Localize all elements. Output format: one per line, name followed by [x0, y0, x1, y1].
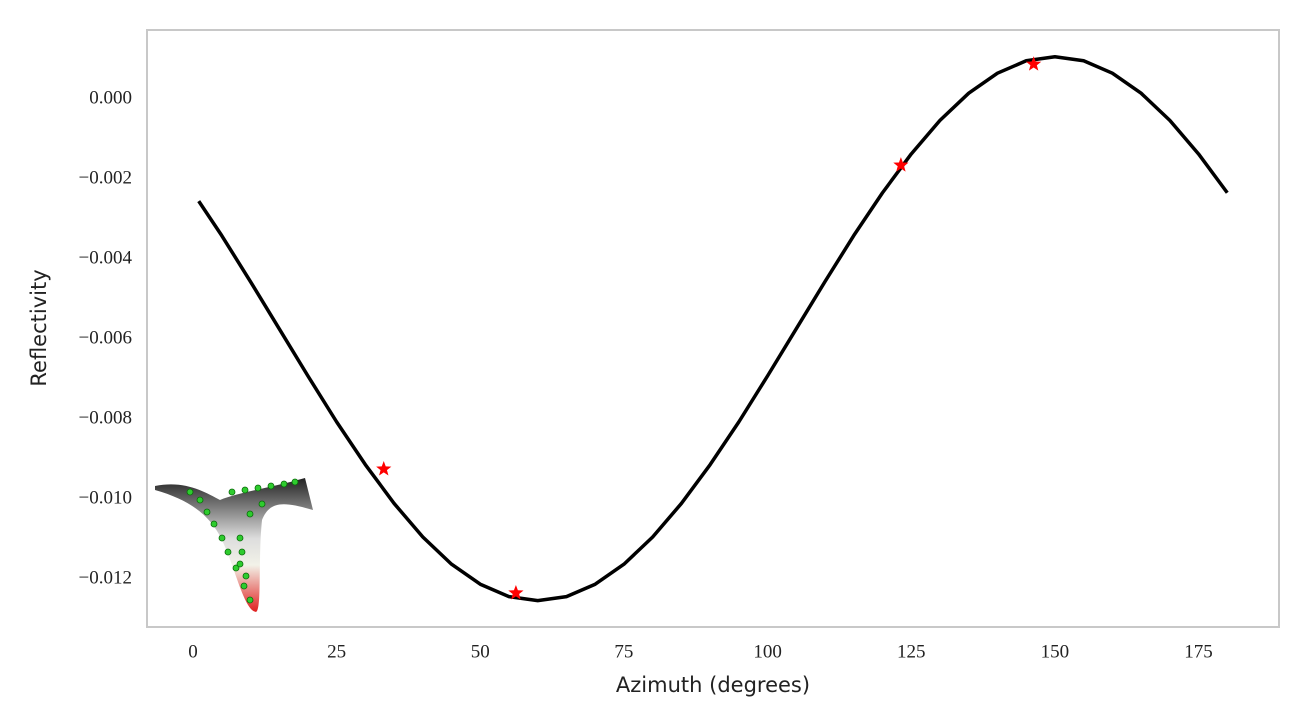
- y-tick-label: −0.002: [79, 168, 132, 189]
- plot-frame: [146, 29, 1280, 628]
- data-line: [197, 55, 1229, 603]
- y-tick-label: −0.010: [79, 487, 132, 508]
- star-marker: [376, 461, 392, 476]
- star-marker: [508, 585, 524, 600]
- y-axis-label: Reflectivity: [27, 269, 51, 386]
- y-tick-label: −0.012: [79, 567, 132, 588]
- x-tick-label: 0: [188, 641, 198, 662]
- x-tick-label: 25: [327, 641, 346, 662]
- x-tick-label: 175: [1184, 641, 1213, 662]
- x-tick-label: 50: [471, 641, 490, 662]
- x-tick-label: 100: [753, 641, 782, 662]
- x-tick-label: 150: [1041, 641, 1070, 662]
- y-tick-label: −0.008: [79, 407, 132, 428]
- inset-surface-icon: [155, 478, 313, 612]
- y-tick-label: −0.006: [79, 327, 132, 348]
- y-tick-label: −0.004: [79, 247, 133, 268]
- y-tick-label: 0.000: [89, 88, 132, 109]
- star-marker: [1026, 56, 1042, 71]
- x-tick-label: 125: [897, 641, 926, 662]
- x-axis-label: Azimuth (degrees): [616, 673, 810, 697]
- x-tick-label: 75: [614, 641, 633, 662]
- star-marker: [893, 157, 909, 172]
